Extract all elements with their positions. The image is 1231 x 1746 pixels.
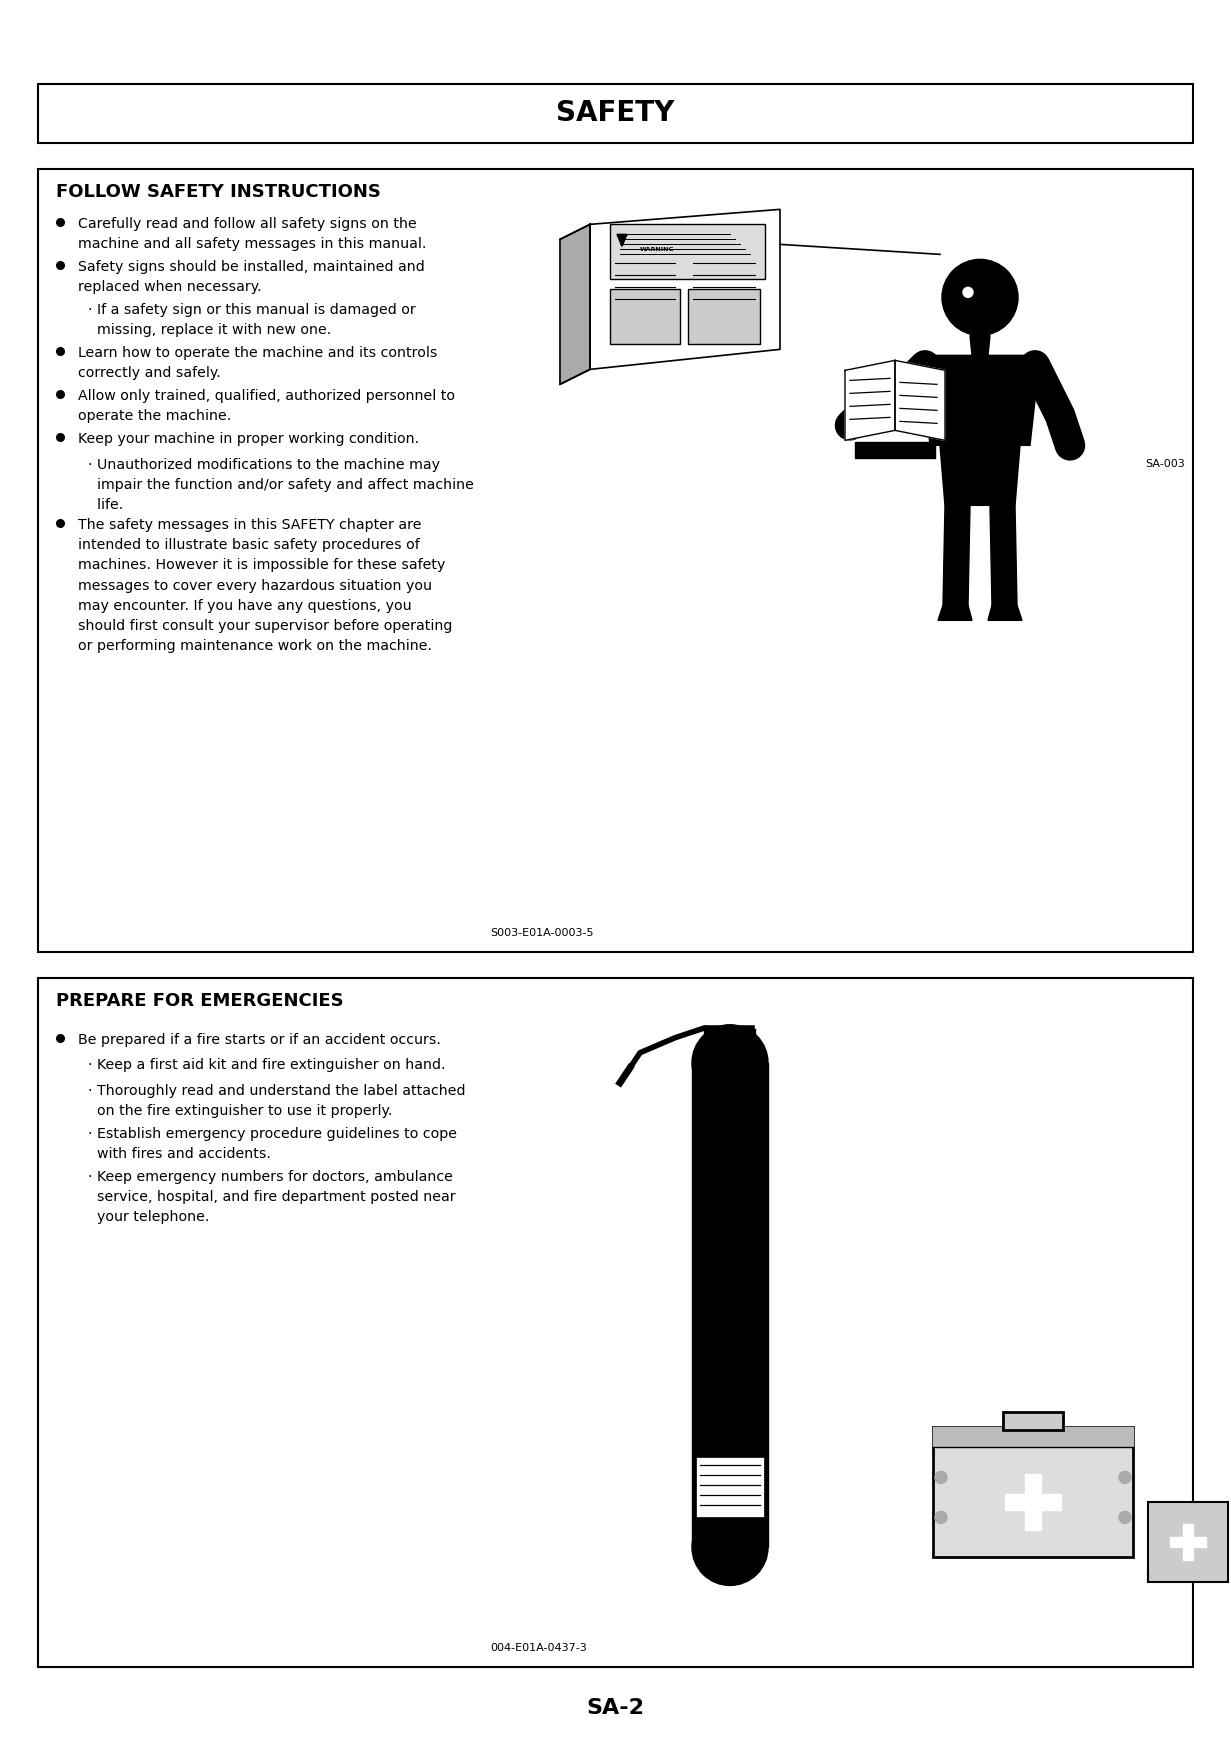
Bar — [38, 84, 1193, 143]
Polygon shape — [692, 1063, 768, 1547]
Polygon shape — [590, 210, 780, 370]
Bar — [696, 1458, 764, 1517]
Bar — [611, 290, 680, 344]
Text: Safety signs should be installed, maintained and
replaced when necessary.: Safety signs should be installed, mainta… — [78, 260, 425, 295]
Text: · Unauthorized modifications to the machine may
  impair the function and/or saf: · Unauthorized modifications to the mach… — [87, 457, 474, 512]
Text: SA-437: SA-437 — [1145, 1573, 1185, 1582]
Text: The safety messages in this SAFETY chapter are
intended to illustrate basic safe: The safety messages in this SAFETY chapt… — [78, 519, 452, 653]
Text: 004-E01A-0437-3: 004-E01A-0437-3 — [490, 1643, 587, 1653]
Polygon shape — [938, 606, 972, 620]
Circle shape — [942, 260, 1018, 335]
Polygon shape — [990, 505, 1017, 606]
Circle shape — [1119, 1472, 1131, 1484]
Text: SA-003: SA-003 — [1145, 459, 1185, 470]
Bar — [933, 1428, 1133, 1557]
Text: MANUAL: MANUAL — [36, 480, 664, 863]
Polygon shape — [856, 442, 936, 459]
Polygon shape — [1004, 1495, 1061, 1510]
Polygon shape — [844, 360, 895, 440]
Polygon shape — [560, 225, 590, 384]
Circle shape — [692, 1025, 768, 1100]
Polygon shape — [1025, 1474, 1041, 1531]
Text: · Thoroughly read and understand the label attached
  on the fire extinguisher t: · Thoroughly read and understand the lab… — [87, 1084, 465, 1117]
Text: Allow only trained, qualified, authorized personnel to
operate the machine.: Allow only trained, qualified, authorize… — [78, 389, 455, 424]
Text: · Establish emergency procedure guidelines to cope
  with fires and accidents.: · Establish emergency procedure guidelin… — [87, 1126, 457, 1161]
Circle shape — [936, 1472, 947, 1484]
Text: S003-E01A-0003-5: S003-E01A-0003-5 — [490, 927, 593, 938]
Polygon shape — [988, 606, 1022, 620]
Bar — [611, 225, 764, 279]
Polygon shape — [943, 505, 970, 606]
Polygon shape — [940, 445, 1020, 505]
Bar — [38, 169, 1193, 952]
Bar — [688, 290, 760, 344]
Text: Keep your machine in proper working condition.: Keep your machine in proper working cond… — [78, 433, 419, 447]
Text: PREPARE FOR EMERGENCIES: PREPARE FOR EMERGENCIES — [55, 992, 343, 1009]
Text: SA-2: SA-2 — [586, 1697, 645, 1718]
Text: SAFETY: SAFETY — [556, 100, 675, 127]
Text: Carefully read and follow all safety signs on the
machine and all safety message: Carefully read and follow all safety sig… — [78, 217, 426, 251]
Bar — [38, 978, 1193, 1667]
Polygon shape — [970, 335, 990, 356]
Text: · Keep emergency numbers for doctors, ambulance
  service, hospital, and fire de: · Keep emergency numbers for doctors, am… — [87, 1170, 455, 1224]
Text: Be prepared if a fire starts or if an accident occurs.: Be prepared if a fire starts or if an ac… — [78, 1034, 441, 1048]
Text: FOLLOW SAFETY INSTRUCTIONS: FOLLOW SAFETY INSTRUCTIONS — [55, 183, 380, 201]
Circle shape — [692, 1510, 768, 1585]
Circle shape — [936, 1512, 947, 1524]
Polygon shape — [1183, 1524, 1193, 1561]
Text: · If a safety sign or this manual is damaged or
  missing, replace it with new o: · If a safety sign or this manual is dam… — [87, 304, 416, 337]
Text: · Keep a first aid kit and fire extinguisher on hand.: · Keep a first aid kit and fire extingui… — [87, 1058, 446, 1072]
Bar — [1003, 1413, 1064, 1430]
Polygon shape — [1169, 1538, 1206, 1547]
Polygon shape — [933, 1428, 1133, 1447]
Circle shape — [1119, 1512, 1131, 1524]
Circle shape — [963, 288, 972, 297]
Polygon shape — [895, 360, 945, 440]
Bar — [1149, 1502, 1229, 1582]
Polygon shape — [920, 356, 1040, 445]
Text: Learn how to operate the machine and its controls
correctly and safely.: Learn how to operate the machine and its… — [78, 346, 437, 381]
Text: WARNING: WARNING — [640, 248, 675, 253]
Polygon shape — [617, 234, 627, 246]
